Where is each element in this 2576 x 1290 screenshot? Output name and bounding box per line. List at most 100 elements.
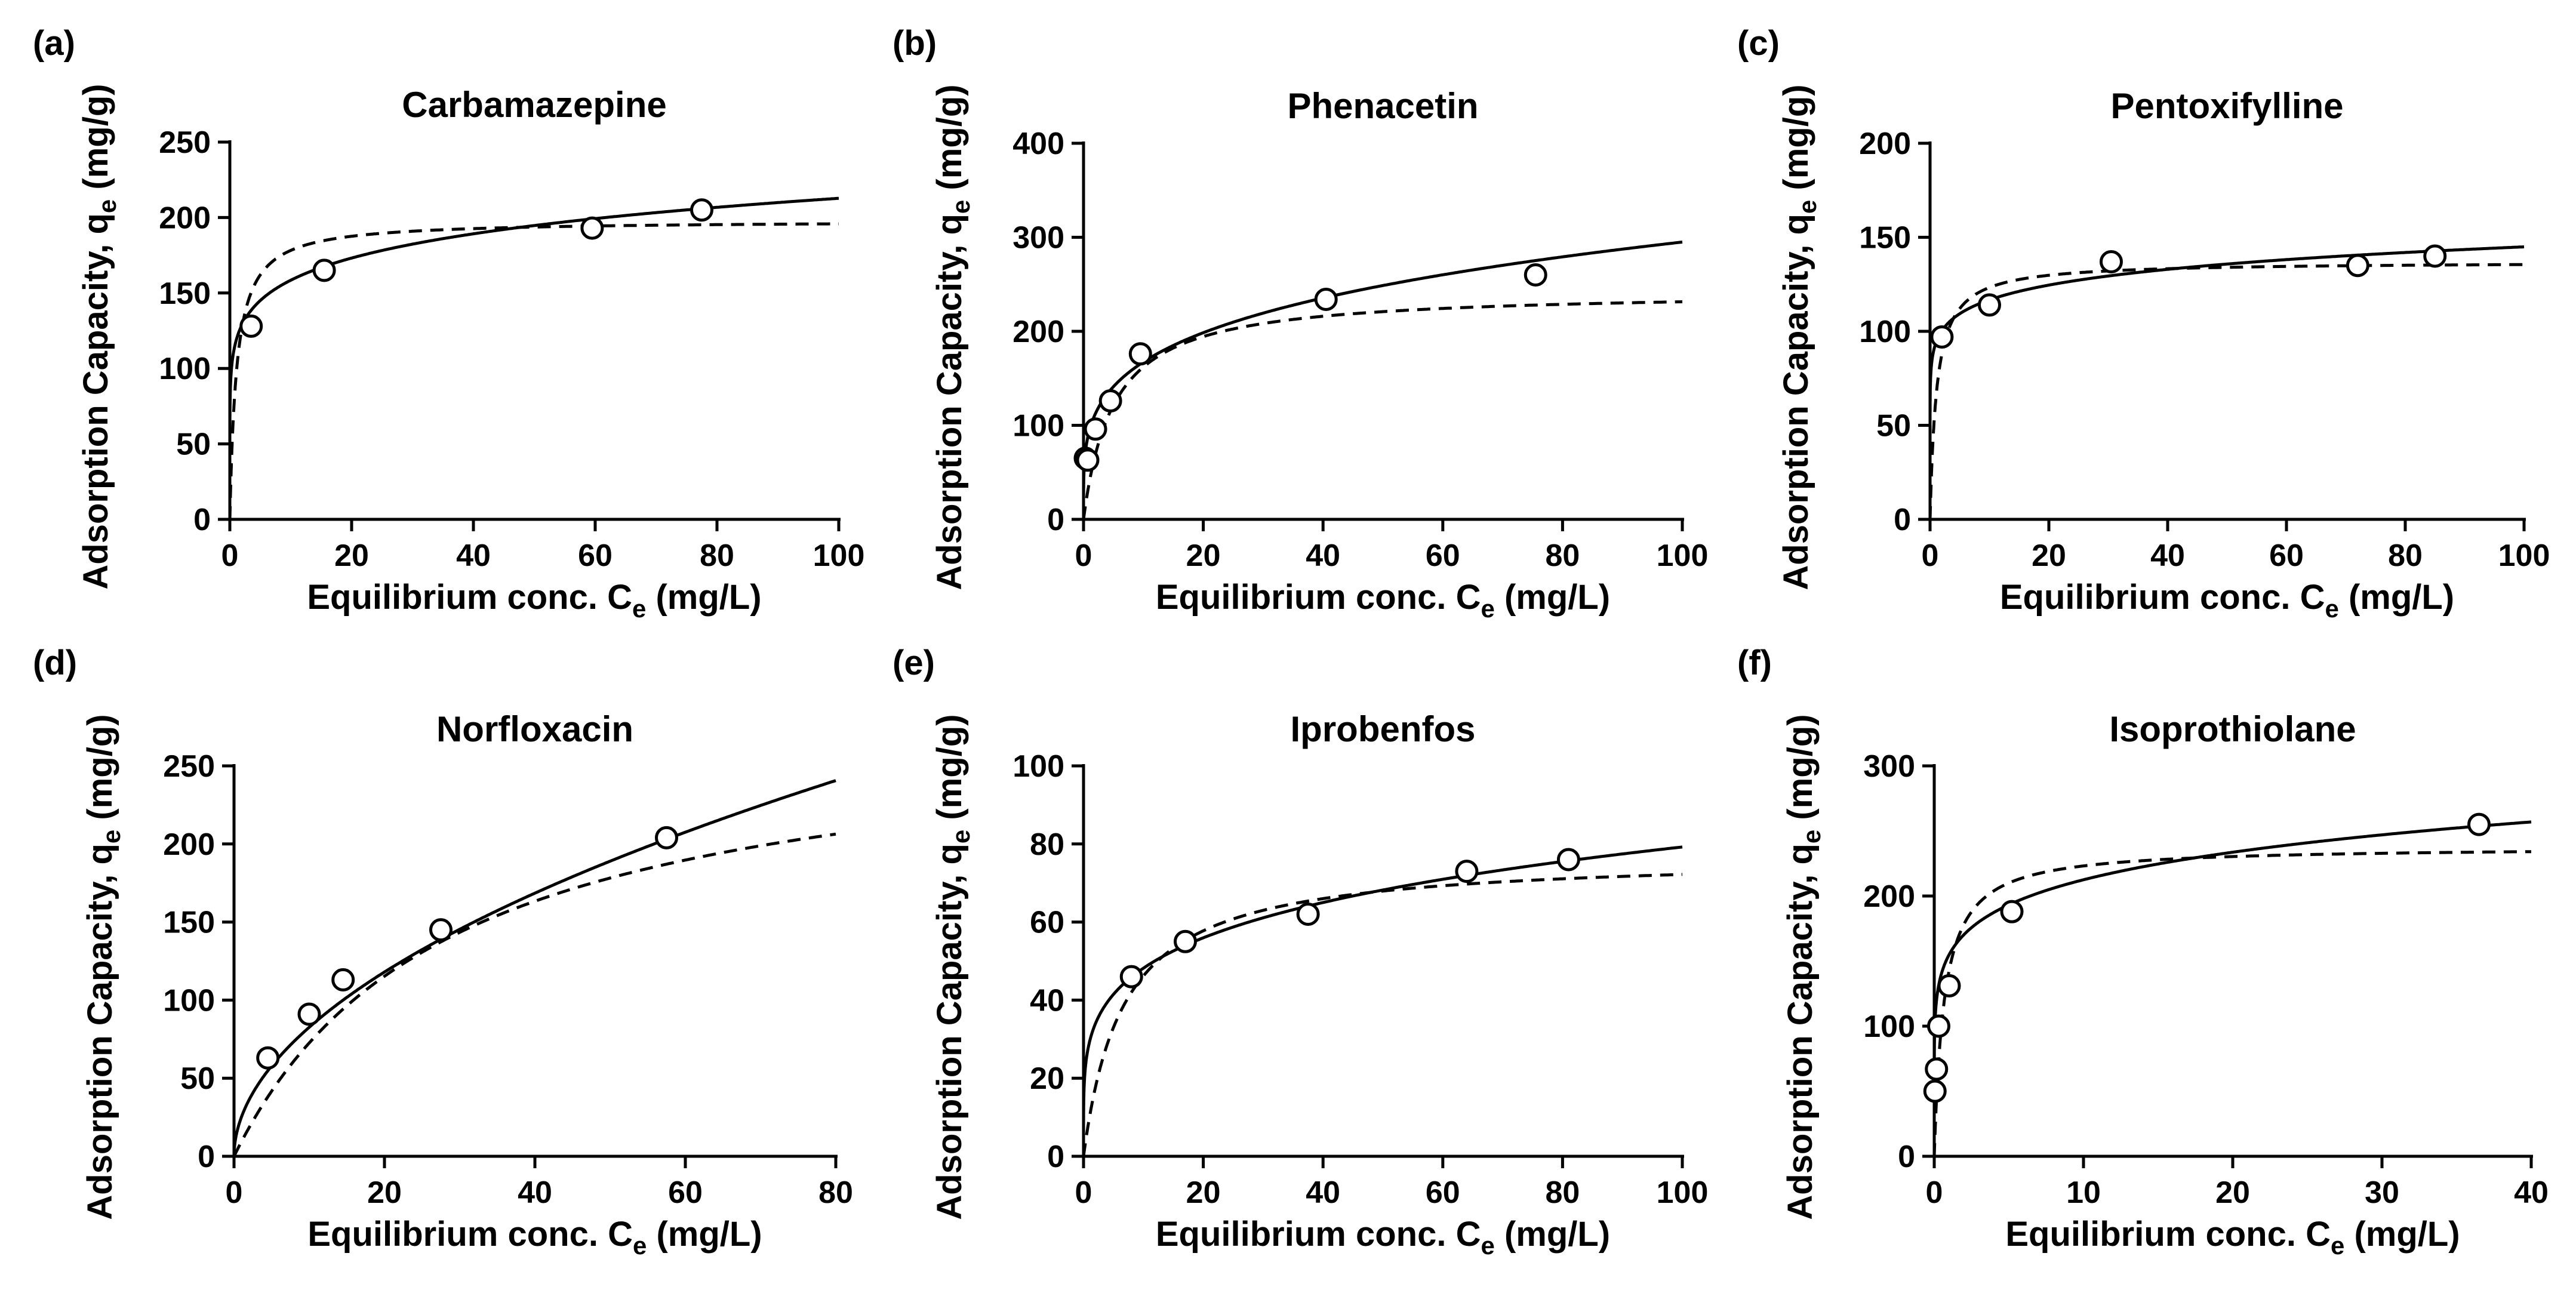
x-axis-label-tail: (mg/L) <box>646 578 761 617</box>
y-tick-label: 300 <box>1863 749 1915 784</box>
x-axis-label: Equilibrium conc. Ce (mg/L) <box>1156 578 1610 623</box>
data-point <box>2423 244 2447 268</box>
y-tick-label: 200 <box>159 201 211 235</box>
y-axis-label-tail: (mg/g) <box>930 84 969 199</box>
x-tick-label: 80 <box>1545 1175 1580 1210</box>
y-tick-label: 400 <box>1012 127 1064 161</box>
x-axis-label-main: Equilibrium conc. C <box>2005 1215 2331 1254</box>
x-tick-label: 20 <box>367 1175 402 1210</box>
y-tick-label: 100 <box>163 983 215 1018</box>
y-tick-label: 80 <box>1030 827 1064 862</box>
y-tick-label: 250 <box>163 749 215 784</box>
data-point <box>1927 1014 1950 1038</box>
y-axis-label-sub: e <box>947 200 975 214</box>
panel-label: (f) <box>1737 644 1772 682</box>
y-axis-label-sub: e <box>93 199 121 213</box>
data-point <box>1098 389 1122 413</box>
data-point <box>580 216 604 240</box>
freundlich-fit-line <box>1932 820 2532 1156</box>
y-tick-label: 300 <box>1012 221 1064 255</box>
y-axis-label-main: Adsorption Capacity, q <box>81 843 119 1220</box>
x-axis-label-main: Equilibrium conc. C <box>1156 578 1481 617</box>
y-axis-label-sub: e <box>97 830 125 843</box>
chart-panel-3: (c) Pentoxifylline 0 50 100 150 200 0 20 40 60 80 10… <box>1737 24 2550 623</box>
x-axis-label-sub: e <box>633 1231 647 1260</box>
data-point <box>1128 342 1152 366</box>
y-tick-label: 100 <box>1012 749 1064 784</box>
x-axis-label: Equilibrium conc. Ce (mg/L) <box>1156 1215 1610 1260</box>
y-axis-label: Adsorption Capacity, qe (mg/g) <box>1781 714 1826 1220</box>
x-axis-label: Equilibrium conc. Ce (mg/L) <box>2000 578 2454 623</box>
langmuir-fit-line <box>1928 263 2524 519</box>
data-point <box>2346 254 2369 278</box>
y-tick-label: 250 <box>159 125 211 160</box>
x-tick-label: 40 <box>1306 1175 1340 1210</box>
freundlich-fit-line <box>1928 245 2525 519</box>
x-tick-label: 40 <box>518 1175 552 1210</box>
y-tick-label: 50 <box>176 427 211 462</box>
y-tick-label: 0 <box>1898 1140 1915 1174</box>
y-tick-label: 200 <box>1863 879 1915 914</box>
y-axis-label-main: Adsorption Capacity, q <box>1781 843 1820 1220</box>
y-axis-label-main: Adsorption Capacity, q <box>76 213 115 590</box>
panel-label: (a) <box>33 24 75 63</box>
data-point <box>1930 325 1954 349</box>
y-tick-label: 0 <box>1047 1140 1064 1174</box>
x-tick-label: 20 <box>334 538 369 573</box>
x-tick-label: 0 <box>1075 538 1092 573</box>
x-tick-label: 20 <box>1186 1175 1221 1210</box>
panel-label: (e) <box>892 644 935 682</box>
y-tick-label: 0 <box>1894 503 1911 537</box>
y-tick-label: 200 <box>1012 315 1064 349</box>
chart-title: Isoprothiolane <box>2109 709 2356 749</box>
y-tick-label: 0 <box>1047 503 1064 537</box>
y-axis-label-sub: e <box>947 830 975 843</box>
data-point <box>429 918 453 942</box>
x-tick-label: 80 <box>700 538 734 573</box>
data-point <box>1455 860 1479 883</box>
x-axis-label: Equilibrium conc. Ce (mg/L) <box>307 1215 762 1260</box>
chart-panel-5: (e) Iprobenfos 0 20 40 60 80 100 0 20 40 60 80 100 Equ… <box>892 644 1708 1260</box>
y-tick-label: 100 <box>159 352 211 386</box>
data-point <box>312 258 336 282</box>
x-tick-label: 40 <box>456 538 491 573</box>
y-axis-label-tail: (mg/g) <box>76 84 115 199</box>
x-tick-label: 40 <box>2514 1175 2549 1210</box>
chart-title: Carbamazepine <box>402 85 667 125</box>
chart-panel-1: (a) Carbamazepine 0 50 100 150 200 250 0 20 40 60 80… <box>33 24 864 623</box>
x-tick-label: 80 <box>818 1175 853 1210</box>
x-axis-label-sub: e <box>632 595 646 623</box>
y-axis-label: Adsorption Capacity, qe (mg/g) <box>81 714 125 1220</box>
data-point <box>1174 929 1198 953</box>
data-point <box>297 1002 321 1026</box>
y-axis-label-tail: (mg/g) <box>1777 84 1815 199</box>
y-axis-label-main: Adsorption Capacity, q <box>930 843 969 1220</box>
x-axis-label: Equilibrium conc. Ce (mg/L) <box>2005 1215 2460 1260</box>
x-tick-label: 80 <box>2388 538 2423 573</box>
data-point <box>2467 812 2491 836</box>
y-tick-label: 0 <box>193 503 211 537</box>
y-axis-label-sub: e <box>1793 200 1821 214</box>
chart-title: Pentoxifylline <box>2110 86 2343 126</box>
x-tick-label: 60 <box>2269 538 2304 573</box>
x-axis-label-main: Equilibrium conc. C <box>1156 1215 1481 1254</box>
data-point <box>1937 974 1961 997</box>
y-tick-label: 200 <box>1859 127 1911 161</box>
x-tick-label: 40 <box>2150 538 2185 573</box>
x-axis-label-main: Equilibrium conc. C <box>2000 578 2325 617</box>
y-tick-label: 20 <box>1030 1061 1064 1096</box>
y-axis-label-main: Adsorption Capacity, q <box>1777 214 1815 590</box>
y-tick-label: 100 <box>1859 315 1911 349</box>
data-point <box>1296 903 1320 926</box>
data-point <box>1314 287 1338 311</box>
chart-title: Iprobenfos <box>1291 709 1476 749</box>
chart-panel-6: (f) Isoprothiolane 0 100 200 300 0 10 20 30 40 Equi… <box>1737 644 2549 1260</box>
x-tick-label: 10 <box>2066 1175 2101 1210</box>
x-tick-label: 100 <box>1657 538 1709 573</box>
data-point <box>690 198 713 222</box>
x-axis-label-sub: e <box>1481 1231 1494 1260</box>
x-axis-label-sub: e <box>2331 1231 2344 1260</box>
panel-label: (d) <box>33 644 77 682</box>
data-point <box>239 314 263 338</box>
